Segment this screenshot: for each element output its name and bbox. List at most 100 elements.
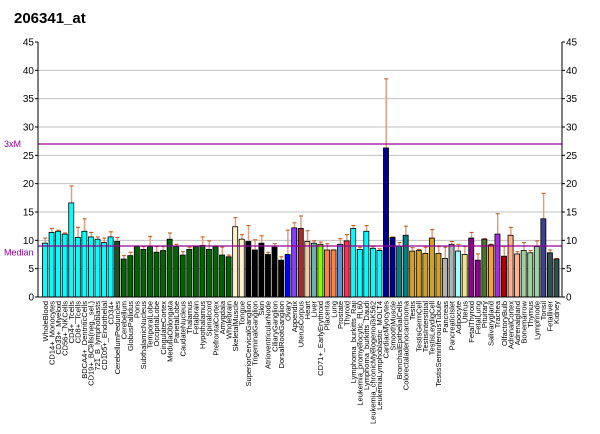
- x-tick-label: SkeletalMuscle: [231, 301, 240, 351]
- x-tick-label: DorsalRootGanglion: [277, 301, 286, 369]
- bar: [173, 246, 180, 298]
- x-tick-label: LeukemiaLymphoblastic_MOLT4: [375, 301, 384, 410]
- bar: [330, 249, 337, 298]
- x-tick-label: Wholebrain: [224, 301, 233, 339]
- y-tick-label-left: 20: [23, 179, 35, 190]
- x-tick-label: CD71+_EarlyErythroid: [316, 301, 325, 376]
- bar: [337, 243, 344, 298]
- x-tick-label: OlfactoryBulb: [500, 301, 509, 346]
- bar: [442, 258, 448, 298]
- x-tick-label: ParietalLobe: [172, 301, 181, 343]
- x-tick-label: Colorectaladenocarcinoma: [401, 300, 410, 390]
- x-tick-label: Pancreas: [441, 301, 450, 333]
- x-tick-label: 721_B_lymphoblasts: [93, 301, 102, 371]
- bar: [507, 234, 514, 298]
- x-tick-label: Amygdala: [218, 300, 227, 334]
- bar: [219, 254, 225, 298]
- bar: [376, 250, 383, 298]
- bar: [265, 254, 271, 298]
- x-tick-label: Prostate: [336, 301, 345, 329]
- x-tick-label: FetalLung: [474, 301, 483, 334]
- y-tick-label-left: 0: [28, 293, 34, 304]
- bar: [186, 248, 193, 298]
- bar: [415, 250, 422, 298]
- bar: [455, 250, 462, 298]
- x-tick-label: SubthalamicNucleus: [139, 301, 148, 370]
- bar: [369, 247, 376, 298]
- x-tick-label: CingulateCortex: [159, 301, 168, 355]
- x-tick-label: FetalThyroid: [467, 301, 476, 343]
- bar: [422, 252, 429, 298]
- x-tick-label: Pituitary: [480, 301, 489, 328]
- x-tick-label: Adrenalgland: [513, 301, 522, 345]
- bar: [291, 227, 298, 298]
- y-tick-label-right: 20: [566, 179, 578, 190]
- x-tick-label: TestisLeydigCell: [428, 301, 437, 356]
- bar: [42, 242, 48, 298]
- x-tick-label: SmoothMuscle: [388, 301, 397, 351]
- bar: [501, 255, 507, 298]
- x-tick-label: Leukemia_chronicMyelogenousK562: [369, 301, 378, 424]
- x-tick-label: PrefrontalCortex: [211, 301, 220, 356]
- bar: [101, 242, 107, 298]
- bar: [284, 254, 291, 298]
- bar: [232, 226, 239, 298]
- x-tick-label: Lymphoma_burkitts_Daudi: [362, 301, 371, 390]
- x-tick-label: Salivarygland: [487, 301, 496, 346]
- bar: [304, 241, 311, 298]
- x-tick-label: Liver: [310, 301, 319, 318]
- bar: [225, 256, 232, 298]
- y-tick-label-right: 45: [566, 38, 578, 49]
- x-tick-label: Lung: [329, 301, 338, 318]
- bar: [212, 246, 219, 298]
- x-tick-label: AtrioventricularNode: [264, 301, 273, 369]
- bar: [153, 251, 160, 298]
- bar: [468, 237, 475, 298]
- x-tick-label: Lymphoma_burkitts_Raji: [349, 301, 358, 384]
- bar: [494, 233, 501, 298]
- y-tick-label-right: 40: [566, 66, 578, 77]
- x-tick-label: WholeBlood: [41, 301, 50, 341]
- bar: [461, 254, 468, 298]
- x-tick-label: Heart: [303, 300, 312, 319]
- bar: [527, 252, 534, 298]
- bar: [350, 228, 357, 298]
- bar: [166, 238, 173, 298]
- x-tick-label: CD4+_Tcells: [67, 301, 76, 344]
- y-tick-label-left: 5: [28, 264, 34, 275]
- x-tick-label: CD8+_Tcells: [74, 301, 83, 344]
- y-tick-label-right: 5: [566, 264, 572, 275]
- x-tick-label: CD19+_BCells(neg._sel.): [87, 301, 96, 386]
- bar: [48, 231, 55, 298]
- bar: [481, 238, 488, 298]
- bar: [324, 249, 330, 298]
- bar: [356, 248, 363, 298]
- x-tick-label: Spinalcord: [205, 301, 214, 336]
- y-tick-label-left: 30: [23, 123, 35, 134]
- bar: [140, 248, 147, 298]
- bar: [271, 246, 278, 298]
- x-tick-label: CD33+_Myeloid: [54, 301, 63, 355]
- x-tick-label: CD34+: [106, 300, 115, 324]
- bar: [199, 245, 206, 298]
- x-tick-label: Appendix: [290, 301, 299, 333]
- y-tick-label-left: 25: [23, 151, 35, 162]
- x-tick-label: SuperiorCervicalGanglion: [244, 301, 253, 386]
- bar: [55, 230, 62, 298]
- y-tick-label-right: 25: [566, 151, 578, 162]
- bar: [114, 241, 121, 298]
- x-tick-label: Skin: [257, 301, 266, 316]
- x-tick-label: MedullaOblongata: [165, 300, 174, 362]
- x-tick-label: TestisSeminiferousTubule: [434, 301, 443, 387]
- x-tick-label: Adipocyte: [454, 301, 463, 334]
- x-tick-label: Thymus: [526, 301, 535, 328]
- y-tick-label-right: 30: [566, 123, 578, 134]
- bar: [409, 250, 416, 298]
- x-tick-label: BDCA4+_DentriticCells: [80, 301, 89, 379]
- bar: [179, 254, 186, 298]
- bar: [258, 242, 265, 298]
- bar: [147, 246, 153, 298]
- y-tick-label-left: 45: [23, 38, 35, 49]
